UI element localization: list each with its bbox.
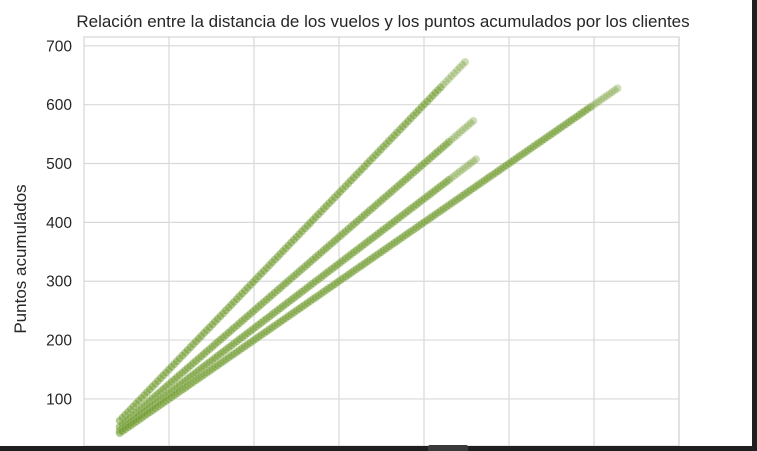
data-point bbox=[463, 160, 473, 170]
data-point bbox=[460, 123, 470, 133]
data-point bbox=[463, 121, 473, 131]
data-point bbox=[452, 130, 462, 140]
series-3 bbox=[115, 83, 622, 438]
data-points bbox=[115, 57, 622, 438]
data-point bbox=[457, 60, 467, 70]
chart-title: Relación entre la distancia de los vuelo… bbox=[76, 12, 689, 31]
data-point bbox=[602, 91, 612, 101]
grid bbox=[84, 37, 680, 446]
data-point bbox=[604, 89, 614, 99]
data-point bbox=[596, 95, 606, 105]
data-point bbox=[447, 71, 456, 81]
y-tick-label: 400 bbox=[46, 215, 72, 232]
data-point bbox=[452, 65, 462, 75]
data-point bbox=[457, 125, 467, 135]
data-point bbox=[460, 57, 470, 67]
data-point bbox=[610, 85, 620, 95]
data-point bbox=[438, 80, 448, 89]
y-tick-label: 600 bbox=[46, 97, 72, 114]
data-point bbox=[593, 97, 603, 107]
data-point bbox=[460, 163, 470, 172]
data-point bbox=[447, 173, 456, 183]
data-point bbox=[444, 137, 454, 147]
y-axis-label: Puntos acumulados bbox=[11, 184, 30, 333]
data-point bbox=[455, 128, 465, 138]
data-point bbox=[468, 116, 478, 126]
data-point bbox=[599, 93, 609, 103]
y-tick-label: 500 bbox=[46, 156, 72, 173]
data-point bbox=[436, 82, 446, 92]
y-tick-label: 200 bbox=[46, 333, 72, 350]
data-point bbox=[585, 102, 595, 112]
data-point bbox=[457, 165, 467, 175]
series-2 bbox=[115, 154, 481, 436]
data-point bbox=[455, 63, 465, 73]
window-tab-handle bbox=[428, 445, 468, 451]
y-tick-label: 100 bbox=[46, 391, 72, 408]
data-point bbox=[449, 171, 459, 181]
window-frame-bottom bbox=[0, 446, 757, 451]
data-point bbox=[466, 118, 476, 128]
data-point bbox=[468, 156, 478, 166]
data-point bbox=[449, 68, 459, 78]
y-tick-label: 700 bbox=[46, 38, 72, 55]
data-point bbox=[607, 87, 617, 97]
data-point bbox=[444, 175, 454, 185]
data-point bbox=[441, 77, 451, 87]
data-point bbox=[591, 99, 601, 108]
data-point bbox=[455, 167, 465, 177]
data-point bbox=[588, 100, 598, 110]
y-tick-labels: 100 200 300 400 500 600 700 bbox=[46, 38, 72, 408]
data-point bbox=[466, 158, 476, 168]
data-point bbox=[471, 154, 481, 164]
data-point bbox=[613, 83, 622, 93]
data-point bbox=[449, 132, 459, 142]
window-frame-right bbox=[752, 0, 757, 451]
data-point bbox=[447, 135, 456, 145]
data-point bbox=[444, 74, 454, 84]
data-point bbox=[452, 169, 462, 179]
y-tick-label: 300 bbox=[46, 274, 72, 291]
